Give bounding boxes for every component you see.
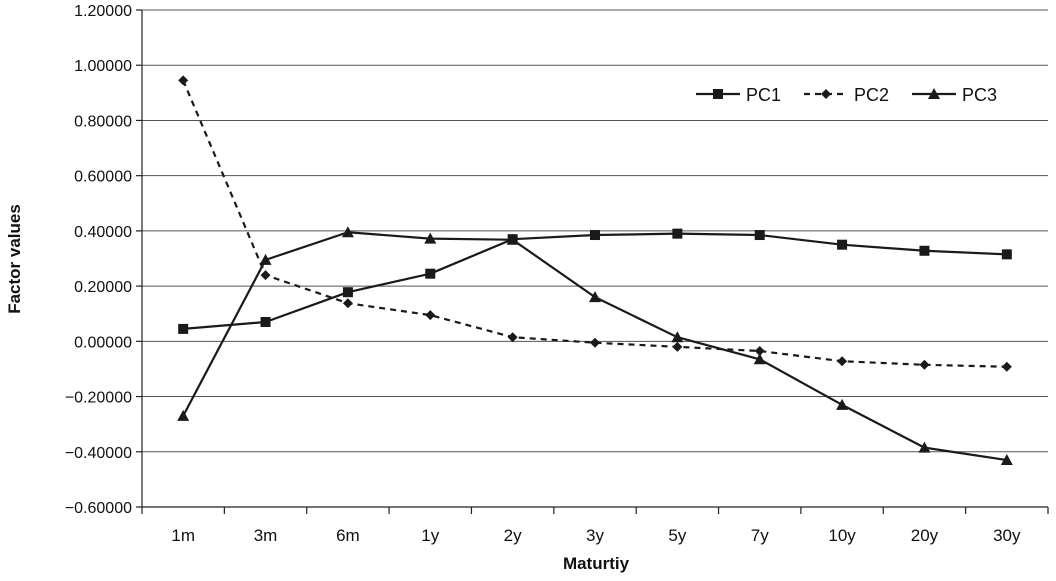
pc3-point bbox=[177, 409, 190, 421]
legend-swatch-marker bbox=[713, 89, 723, 99]
y-tick-label: 1.20000 bbox=[74, 3, 132, 20]
pc2-line bbox=[182, 79, 1007, 368]
y-tick-label: 0.60000 bbox=[74, 169, 132, 186]
y-axis-title: Factor values bbox=[5, 204, 24, 314]
axes bbox=[136, 9, 1049, 514]
pc2-point bbox=[425, 310, 436, 321]
pc1-point bbox=[590, 230, 600, 241]
series-pc3 bbox=[177, 226, 1013, 466]
legend-swatch-marker bbox=[928, 88, 940, 99]
legend-label: PC3 bbox=[962, 85, 997, 105]
y-tick-label: 1.00000 bbox=[74, 58, 132, 75]
pc2-point bbox=[590, 337, 600, 348]
pc3-point bbox=[753, 353, 766, 365]
x-tick-label: 2y bbox=[504, 526, 522, 545]
pc1-point bbox=[425, 268, 436, 279]
x-tick-label: 6m bbox=[336, 526, 360, 545]
x-tick-labels: 1m 3m 6m 1y 2y 3y 5y 7y 10y 20y 30y bbox=[171, 526, 1021, 545]
x-tick-label: 1y bbox=[421, 526, 439, 545]
legend-swatch-marker bbox=[821, 89, 831, 99]
series-pc1 bbox=[178, 228, 1012, 334]
series bbox=[177, 75, 1013, 466]
pc2-point bbox=[178, 75, 189, 86]
pc3-point bbox=[506, 233, 519, 245]
pc2-point bbox=[837, 356, 848, 367]
pc1-point bbox=[754, 230, 765, 241]
pc1-point bbox=[1001, 249, 1012, 260]
pc3-point bbox=[671, 331, 684, 343]
pc1-point bbox=[672, 228, 683, 239]
legend-item-pc2: PC2 bbox=[804, 85, 889, 105]
pc3-point bbox=[1000, 454, 1013, 466]
pc3-point bbox=[259, 253, 272, 265]
pc2-point bbox=[754, 345, 765, 356]
y-tick-label: −0.40000 bbox=[65, 445, 132, 462]
pc2-point bbox=[919, 359, 930, 370]
pc3-point bbox=[836, 398, 849, 410]
pc2-point bbox=[672, 341, 683, 352]
y-tick-label: −0.60000 bbox=[65, 500, 132, 517]
pc2-point bbox=[342, 298, 353, 309]
y-tick-label: 0.00000 bbox=[74, 334, 132, 351]
pc1-point bbox=[919, 245, 930, 256]
legend-label: PC1 bbox=[746, 85, 781, 105]
pc3-point bbox=[424, 232, 437, 244]
y-tick-label: 0.20000 bbox=[74, 279, 132, 296]
x-tick-label: 3y bbox=[586, 526, 604, 545]
pc1-line bbox=[183, 232, 1007, 331]
pc2-point bbox=[1001, 361, 1012, 372]
pc1-point bbox=[342, 287, 353, 298]
pc1-point bbox=[260, 317, 271, 328]
x-tick-label: 30y bbox=[993, 526, 1021, 545]
pc2-point bbox=[260, 270, 271, 281]
y-tick-label: 0.40000 bbox=[74, 224, 132, 241]
legend: PC1 PC2 PC3 bbox=[690, 77, 1015, 111]
pc3-point bbox=[341, 226, 354, 238]
x-tick-label: 7y bbox=[751, 526, 769, 545]
legend-item-pc1: PC1 bbox=[696, 85, 781, 105]
x-axis-title: Maturtiy bbox=[563, 554, 630, 573]
legend-item-pc3: PC3 bbox=[912, 85, 997, 105]
pc3-point bbox=[918, 441, 931, 453]
y-tick-label: 0.80000 bbox=[74, 113, 132, 130]
legend-label: PC2 bbox=[854, 85, 889, 105]
x-tick-label: 1m bbox=[171, 526, 195, 545]
x-tick-label: 5y bbox=[668, 526, 686, 545]
series-pc2 bbox=[178, 75, 1012, 372]
x-tick-label: 3m bbox=[254, 526, 278, 545]
pc2-point bbox=[507, 332, 518, 343]
y-tick-label: −0.20000 bbox=[65, 390, 132, 407]
x-tick-label: 10y bbox=[828, 526, 856, 545]
pc1-point bbox=[837, 239, 848, 250]
y-tick-labels: 1.20000 1.00000 0.80000 0.60000 0.40000 0.200… bbox=[65, 3, 132, 517]
x-tick-label: 20y bbox=[911, 526, 939, 545]
legend-background bbox=[690, 77, 1015, 111]
pc1-point bbox=[178, 323, 189, 334]
pc3-point bbox=[589, 291, 601, 303]
